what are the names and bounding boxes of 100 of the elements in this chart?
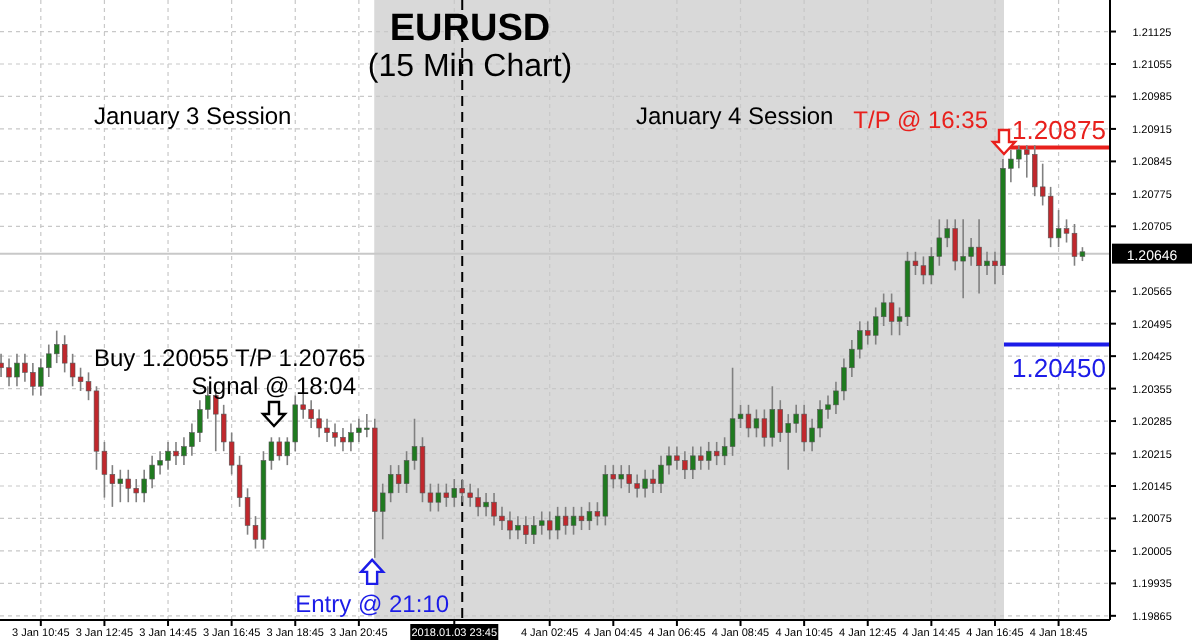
candlestick <box>157 450 163 476</box>
annotation: T/P @ 16:35 <box>853 106 989 134</box>
candlestick <box>523 515 529 545</box>
candlestick <box>173 441 179 466</box>
candlestick <box>785 413 791 471</box>
text: (15 Min Chart) <box>367 50 573 84</box>
candlestick <box>976 218 982 295</box>
candlestick <box>888 292 895 337</box>
candlestick <box>387 464 394 504</box>
candlestick <box>515 515 521 541</box>
candlestick <box>857 320 863 360</box>
candlestick <box>356 417 362 443</box>
candlestick <box>38 357 44 397</box>
candlestick <box>141 468 147 504</box>
candlestick <box>340 427 346 452</box>
candlestick <box>682 450 688 480</box>
candlestick <box>960 218 966 299</box>
chart-title: EURUSD <box>389 8 551 50</box>
candlestick <box>706 441 712 471</box>
candlestick <box>674 445 680 471</box>
candlestick <box>292 394 298 452</box>
candlestick <box>952 218 958 272</box>
annotation: Buy 1.20055 T/P 1.20765 <box>94 344 366 372</box>
candlestick <box>698 445 704 471</box>
annotation: Entry @ 21:10 <box>295 589 450 618</box>
candlestick <box>475 487 481 517</box>
candlestick <box>539 510 545 536</box>
candlestick <box>467 482 473 508</box>
candlestick <box>968 237 974 267</box>
candlestick <box>276 436 283 462</box>
candlestick <box>626 464 632 494</box>
candlestick <box>753 408 760 439</box>
candlestick <box>554 506 561 541</box>
candlestick <box>586 501 593 531</box>
candlestick <box>841 357 847 401</box>
candlestick <box>777 399 783 443</box>
candlestick <box>873 306 879 346</box>
candlestick <box>451 478 457 508</box>
candlestick <box>499 506 505 531</box>
candlestick <box>459 478 465 504</box>
candlestick <box>618 464 624 490</box>
candlestick <box>22 353 28 383</box>
candlestick <box>1071 223 1078 267</box>
candlestick <box>531 515 537 545</box>
candlestick <box>165 441 171 471</box>
candlestick <box>1016 144 1022 170</box>
candlestick <box>658 455 664 494</box>
candlestick <box>491 492 497 527</box>
candlestick <box>483 492 489 517</box>
candlestick <box>133 478 139 504</box>
candlestick <box>308 399 314 429</box>
candlestick <box>865 320 871 346</box>
candlestick <box>30 362 36 397</box>
candlestick <box>690 445 696 480</box>
candlestick <box>197 399 203 443</box>
candlestick <box>578 506 585 531</box>
candlestick <box>181 436 187 466</box>
candlestick <box>817 399 823 439</box>
candlestick <box>761 408 768 448</box>
ref-line-label: 1.20450 <box>1012 352 1106 383</box>
candlestick <box>570 506 577 536</box>
candlestick <box>125 468 131 504</box>
candlestick <box>809 417 815 452</box>
candlestick <box>920 255 927 286</box>
candlestick <box>316 408 322 439</box>
ref-line-label: 1.20875 <box>1012 115 1106 146</box>
candlestick <box>562 506 569 536</box>
annotation: January 4 Session <box>636 102 834 130</box>
candlestick <box>395 464 402 494</box>
candlestick <box>14 353 20 388</box>
candlestick <box>801 404 807 452</box>
candlestick <box>348 422 354 452</box>
candlestick <box>403 450 410 494</box>
candlestick <box>729 366 736 457</box>
candlestick <box>419 436 426 504</box>
candlestick <box>1032 144 1038 197</box>
candlestick <box>642 468 648 499</box>
candlestick <box>149 455 155 490</box>
annotation: Signal @ 18:04 <box>191 372 357 400</box>
candlestick <box>443 482 450 508</box>
candlestick <box>507 510 513 541</box>
candlestick <box>6 357 12 388</box>
candlestick <box>54 329 60 364</box>
candlestick <box>547 510 553 541</box>
candlestick <box>77 366 84 392</box>
candlestick <box>324 417 330 443</box>
candlestick <box>769 385 776 448</box>
candlestick <box>713 441 720 466</box>
candlestick <box>984 251 990 276</box>
candlestick <box>0 353 4 378</box>
candlestick <box>117 468 124 504</box>
candlestick <box>332 422 338 448</box>
candlestick <box>745 404 752 439</box>
candlestick <box>650 468 656 494</box>
candlestick <box>634 473 640 499</box>
candlestick <box>435 482 442 513</box>
candlestick <box>1047 186 1054 248</box>
candlestick <box>61 334 68 374</box>
annotation: January 3 Session <box>94 102 292 130</box>
candlestick <box>666 445 672 476</box>
